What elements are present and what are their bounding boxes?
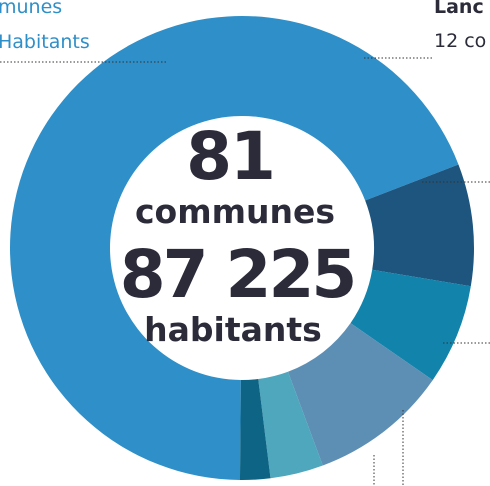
donut-slice (350, 269, 471, 381)
label-habitants: Habitants (0, 31, 90, 53)
donut-slice (10, 16, 459, 480)
donut-slice (365, 164, 475, 287)
label-region-title: Lanc (434, 0, 484, 18)
label-communes: munes (0, 0, 63, 18)
label-region-communes: 12 co (434, 30, 487, 52)
leader-lines (0, 57, 490, 486)
donut-slice (239, 378, 271, 481)
communes-count: 81 (186, 118, 276, 195)
habitants-label: habitants (144, 310, 322, 349)
donut-slices (10, 16, 475, 481)
habitants-count: 87 225 (119, 236, 358, 313)
donut-slice (287, 323, 433, 466)
communes-label: communes (134, 192, 335, 231)
donut-slice (258, 371, 323, 479)
